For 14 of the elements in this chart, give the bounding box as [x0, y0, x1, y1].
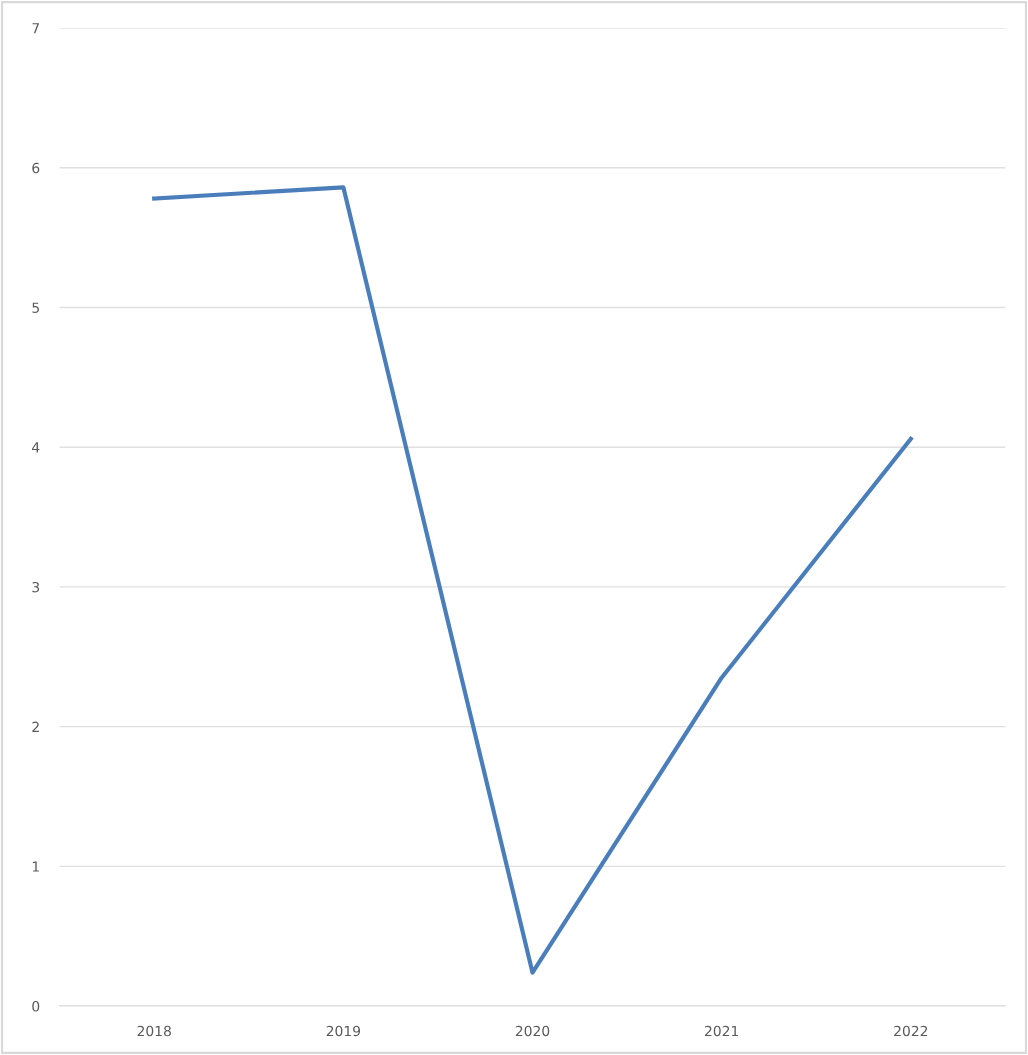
y-tick-label: 6	[32, 162, 40, 174]
x-tick-label: 2020	[515, 1025, 550, 1037]
y-tick-label: 3	[32, 581, 40, 593]
y-tick-label: 0	[32, 1001, 40, 1012]
y-tick-label: 5	[32, 302, 39, 313]
x-tick-label: 2018	[137, 1025, 171, 1037]
line-series	[152, 185, 913, 975]
x-tick-label: 2019	[326, 1025, 361, 1037]
x-tick-label: 2021	[705, 1025, 739, 1037]
y-tick-label: 2	[32, 721, 39, 732]
x-tick-label: 2022	[894, 1025, 928, 1037]
y-tick-label: 4	[32, 442, 40, 453]
y-tick-label: 1	[32, 861, 39, 872]
y-tick-label: 7	[32, 23, 39, 34]
